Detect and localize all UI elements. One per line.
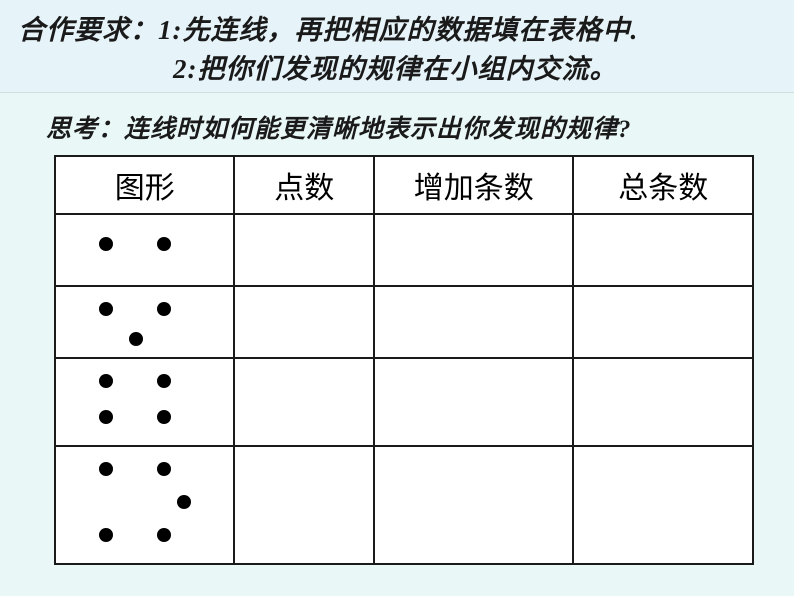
cell-shape (55, 286, 234, 358)
cell-points (234, 214, 374, 286)
dot (157, 237, 171, 251)
dot (99, 410, 113, 424)
table-row (55, 214, 753, 286)
dot (99, 237, 113, 251)
dot (157, 462, 171, 476)
dot (99, 528, 113, 542)
dot (99, 302, 113, 316)
th-points: 点数 (234, 156, 374, 214)
dot (99, 462, 113, 476)
cell-shape (55, 214, 234, 286)
dot (157, 410, 171, 424)
cell-shape (55, 446, 234, 564)
data-table: 图形 点数 增加条数 总条数 (54, 155, 754, 565)
dot (157, 302, 171, 316)
dot (157, 374, 171, 388)
think-prompt: 思考：连线时如何能更清晰地表示出你发现的规律? (46, 109, 794, 145)
data-table-wrapper: 图形 点数 增加条数 总条数 (54, 155, 754, 565)
table-row (55, 286, 753, 358)
cell-shape (55, 358, 234, 446)
table-body (55, 214, 753, 564)
cell-added (374, 446, 573, 564)
th-added: 增加条数 (374, 156, 573, 214)
table-header-row: 图形 点数 增加条数 总条数 (55, 156, 753, 214)
cell-added (374, 358, 573, 446)
th-total: 总条数 (573, 156, 753, 214)
dot (129, 332, 143, 346)
cell-points (234, 286, 374, 358)
cell-added (374, 286, 573, 358)
dot (99, 374, 113, 388)
instruction-line-2: 2:把你们发现的规律在小组内交流。 (18, 47, 776, 86)
dot-figure-2 (56, 215, 233, 285)
cell-total (573, 358, 753, 446)
dot (177, 495, 191, 509)
cell-total (573, 286, 753, 358)
instructions-banner: 合作要求：1:先连线，再把相应的数据填在表格中. 2:把你们发现的规律在小组内交… (0, 0, 794, 93)
cell-total (573, 446, 753, 564)
cell-points (234, 358, 374, 446)
table-row (55, 446, 753, 564)
cell-total (573, 214, 753, 286)
th-shape: 图形 (55, 156, 234, 214)
dot-figure-5 (56, 447, 233, 563)
instruction-line-1: 合作要求：1:先连线，再把相应的数据填在表格中. (18, 8, 776, 47)
dot-figure-3 (56, 287, 233, 357)
cell-points (234, 446, 374, 564)
cell-added (374, 214, 573, 286)
dot-figure-4 (56, 359, 233, 445)
dot (157, 528, 171, 542)
table-row (55, 358, 753, 446)
